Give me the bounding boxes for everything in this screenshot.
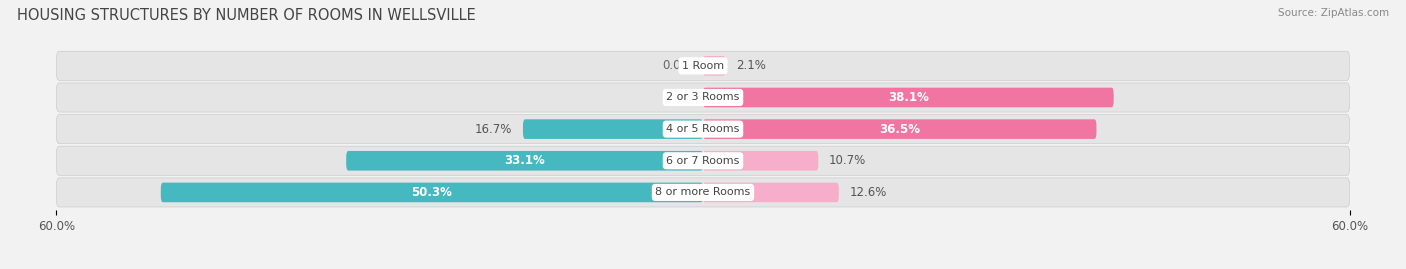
Text: 2 or 3 Rooms: 2 or 3 Rooms xyxy=(666,93,740,102)
Text: 16.7%: 16.7% xyxy=(475,123,512,136)
FancyBboxPatch shape xyxy=(160,183,703,202)
Text: 10.7%: 10.7% xyxy=(830,154,866,167)
FancyBboxPatch shape xyxy=(56,178,1350,207)
Text: 8 or more Rooms: 8 or more Rooms xyxy=(655,187,751,197)
FancyBboxPatch shape xyxy=(703,151,818,171)
FancyBboxPatch shape xyxy=(703,119,1097,139)
Text: 50.3%: 50.3% xyxy=(412,186,453,199)
FancyBboxPatch shape xyxy=(56,146,1350,175)
Text: 0.0%: 0.0% xyxy=(662,59,692,72)
FancyBboxPatch shape xyxy=(56,83,1350,112)
Text: 6 or 7 Rooms: 6 or 7 Rooms xyxy=(666,156,740,166)
Text: 36.5%: 36.5% xyxy=(879,123,920,136)
Text: 4 or 5 Rooms: 4 or 5 Rooms xyxy=(666,124,740,134)
FancyBboxPatch shape xyxy=(703,183,839,202)
Text: 1 Room: 1 Room xyxy=(682,61,724,71)
FancyBboxPatch shape xyxy=(56,51,1350,80)
FancyBboxPatch shape xyxy=(703,56,725,76)
Text: 12.6%: 12.6% xyxy=(849,186,887,199)
FancyBboxPatch shape xyxy=(346,151,703,171)
Text: Source: ZipAtlas.com: Source: ZipAtlas.com xyxy=(1278,8,1389,18)
Text: 38.1%: 38.1% xyxy=(889,91,929,104)
Text: 0.0%: 0.0% xyxy=(662,91,692,104)
Legend: Owner-occupied, Renter-occupied: Owner-occupied, Renter-occupied xyxy=(572,266,834,269)
Text: HOUSING STRUCTURES BY NUMBER OF ROOMS IN WELLSVILLE: HOUSING STRUCTURES BY NUMBER OF ROOMS IN… xyxy=(17,8,475,23)
Text: 2.1%: 2.1% xyxy=(737,59,766,72)
FancyBboxPatch shape xyxy=(703,88,1114,107)
FancyBboxPatch shape xyxy=(56,115,1350,144)
FancyBboxPatch shape xyxy=(523,119,703,139)
Text: 33.1%: 33.1% xyxy=(505,154,546,167)
